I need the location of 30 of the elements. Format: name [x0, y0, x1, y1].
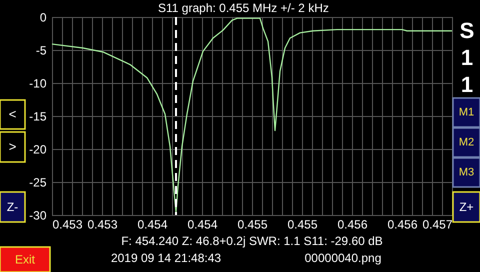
- text: F: 454.240 Z: 46.8+0.2j SWR: 1.1 S11: -29.60 dB: [121, 234, 383, 248]
- text: M1: [458, 106, 474, 118]
- y-tick-label: -15: [29, 110, 47, 124]
- text: M2: [458, 136, 474, 148]
- chart-title: S11 graph: 0.455 MHz +/- 2 kHz: [158, 1, 329, 15]
- y-tick-label: -5: [36, 44, 47, 58]
- line-series: [51, 18, 453, 213]
- y-tick-label: 0: [40, 10, 47, 24]
- y-tick-label: -20: [29, 142, 47, 156]
- text: Z+: [459, 200, 474, 214]
- y-tick-label: -10: [29, 76, 47, 90]
- x-tick-label: 0.455: [287, 218, 318, 232]
- x-tick-label: 0.455: [237, 218, 268, 232]
- x-tick-label: 0.453: [87, 218, 118, 232]
- text: 00000040.png: [304, 251, 382, 265]
- x-tick-label: 0.453: [52, 218, 83, 232]
- text: Exit: [14, 252, 36, 266]
- text: S11: [460, 18, 474, 97]
- y-tick-label: -25: [29, 176, 47, 190]
- x-tick-label: 0.454: [137, 218, 168, 232]
- x-tick-label: 0.456: [387, 218, 418, 232]
- y-tick-label: -30: [29, 208, 47, 222]
- text: Z-: [6, 200, 18, 214]
- text: >: [8, 139, 16, 154]
- x-tick-label: 0.456: [337, 218, 368, 232]
- x-tick-label: 0.457: [422, 218, 453, 232]
- text: M3: [458, 166, 474, 178]
- text: <: [8, 106, 16, 122]
- x-tick-label: 0.454: [187, 218, 218, 232]
- text: 2019 09 14 21:48:43: [110, 251, 222, 265]
